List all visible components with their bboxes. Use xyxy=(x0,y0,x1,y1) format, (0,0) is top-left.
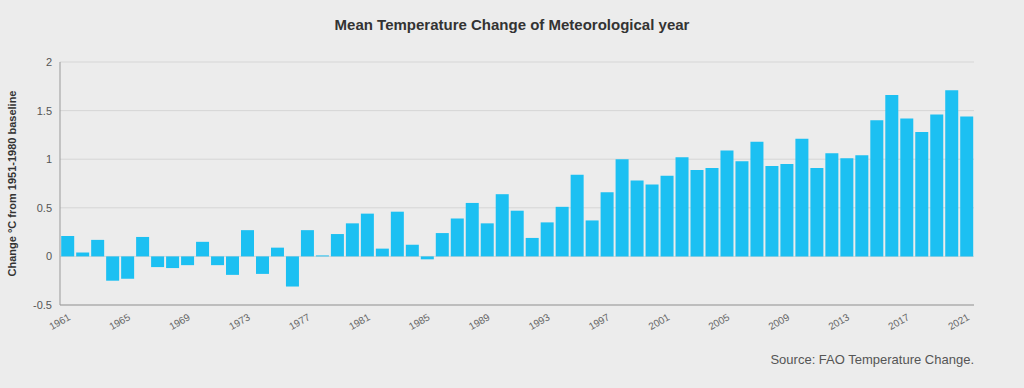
svg-text:-0.5: -0.5 xyxy=(33,299,52,311)
svg-text:1: 1 xyxy=(46,153,52,165)
svg-text:1993: 1993 xyxy=(527,311,552,332)
svg-text:2005: 2005 xyxy=(707,311,732,332)
svg-text:2: 2 xyxy=(46,56,52,68)
svg-text:1985: 1985 xyxy=(407,311,432,332)
svg-text:1965: 1965 xyxy=(107,311,132,332)
svg-text:2017: 2017 xyxy=(886,311,911,332)
svg-text:0: 0 xyxy=(46,250,52,262)
svg-text:1969: 1969 xyxy=(167,311,192,332)
html-text:Mean Temperature Change of Met: Mean Temperature Change of Meteorologica… xyxy=(334,16,690,33)
svg-text:1989: 1989 xyxy=(467,311,492,332)
svg-text:1973: 1973 xyxy=(227,311,252,332)
svg-text:Change °C from 1951-1980 basel: Change °C from 1951-1980 baseline xyxy=(8,91,18,277)
svg-text:1977: 1977 xyxy=(287,311,312,332)
svg-text:1.5: 1.5 xyxy=(37,105,52,117)
svg-text:2009: 2009 xyxy=(766,311,791,332)
svg-text:2001: 2001 xyxy=(647,311,672,332)
svg-text:1981: 1981 xyxy=(347,311,372,332)
svg-text:2013: 2013 xyxy=(826,311,851,332)
html-text:Source: FAO Temperature Change: Source: FAO Temperature Change. xyxy=(770,352,974,367)
svg-text:1997: 1997 xyxy=(587,311,612,332)
svg-text:2021: 2021 xyxy=(946,311,971,332)
svg-text:1961: 1961 xyxy=(47,311,72,332)
svg-text:0.5: 0.5 xyxy=(37,202,52,214)
